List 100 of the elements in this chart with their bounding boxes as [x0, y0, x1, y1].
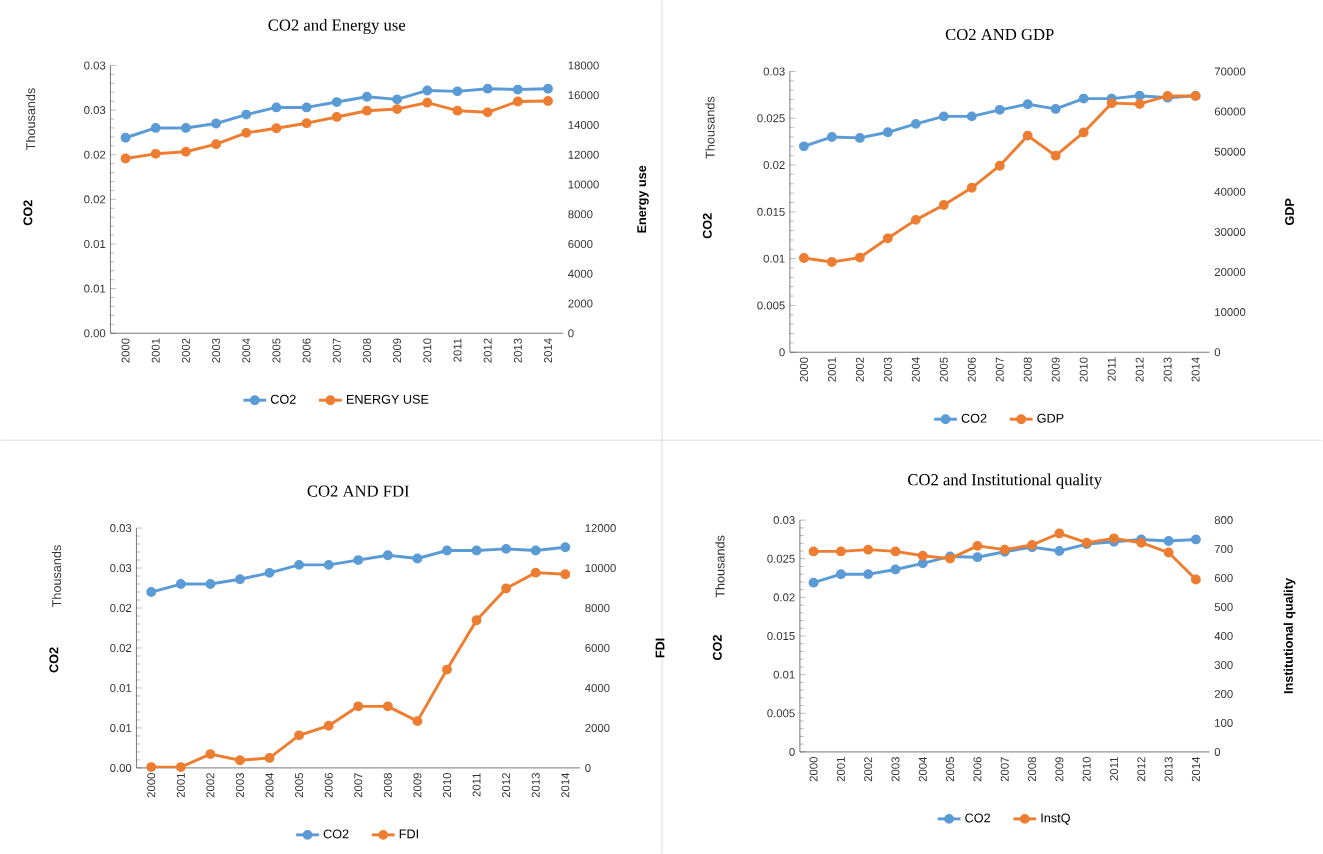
x-tick-label: 2010: [1079, 357, 1088, 382]
x-tick-label: 2012: [1137, 757, 1146, 782]
x-tick-label: 2012: [502, 773, 511, 798]
y-tick-label: 0.01: [110, 683, 132, 692]
y-tick-label: 0.01: [84, 239, 106, 248]
y-tick-label: 0.03: [84, 105, 106, 114]
y-tick-label: 0.005: [757, 301, 785, 310]
chart-title: CO2 and Institutional quality: [908, 473, 1103, 489]
x-tick-label: 2014: [544, 338, 552, 363]
y-tick-label: 0: [779, 348, 785, 357]
legend-label: ENERGY USE: [347, 394, 429, 404]
y2-tick-label: 20000: [1214, 267, 1246, 276]
y2-tick-label: 600: [1214, 573, 1233, 582]
legend-label: FDI: [399, 829, 418, 839]
x-tick-label: 2007: [354, 773, 363, 798]
text: Thousands: [51, 545, 62, 607]
y-tick-label: 0.025: [767, 554, 795, 563]
y2-tick-label: 12000: [568, 150, 599, 159]
x-tick-label: 2006: [324, 772, 333, 798]
x-tick-label: 2012: [1135, 357, 1144, 382]
y-tick-label: 0.02: [84, 195, 106, 204]
y-tick-label: 0.015: [757, 207, 785, 216]
x-tick-label: 2007: [1000, 757, 1009, 782]
x-tick-label: 2002: [181, 338, 190, 363]
x-tick-label: 2004: [265, 772, 274, 798]
x-tick-label: 2003: [891, 756, 900, 782]
y2-tick-label: 2000: [585, 723, 610, 732]
x-tick-label: 2005: [939, 357, 948, 382]
y2-tick-label: 100: [1215, 718, 1233, 727]
x-tick-label: 2006: [967, 357, 976, 382]
y2-tick-label: 500: [1214, 602, 1233, 611]
x-tick-label: 2009: [393, 338, 402, 363]
y-tick-label: 0.01: [763, 254, 785, 263]
x-tick-label: 2013: [531, 772, 540, 798]
y-tick-label: 0.03: [110, 523, 132, 532]
y-tick-label: 0.03: [763, 67, 785, 76]
x-tick-label: 2005: [946, 756, 955, 782]
y2-tick-label: 10000: [568, 180, 599, 189]
y2-tick-label: 4000: [568, 269, 593, 278]
legend-label: CO2: [961, 413, 987, 423]
y2-tick-label: 10000: [1215, 307, 1246, 316]
y-tick-label: 0.01: [773, 670, 795, 679]
y2-tick-label: 60000: [1214, 107, 1246, 116]
y2-tick-label: 10000: [585, 563, 616, 572]
x-tick-label: 2007: [995, 357, 1004, 382]
x-tick-label: 2006: [302, 338, 311, 363]
text: Thousands: [705, 96, 715, 159]
text: Thousands: [715, 535, 725, 598]
x-tick-label: 2003: [235, 772, 244, 798]
x-tick-label: 2002: [206, 773, 215, 798]
y2-axis-title: FDI: [655, 638, 665, 658]
x-tick-label: 2009: [413, 772, 422, 798]
y2-tick-label: 8000: [568, 210, 593, 219]
y-tick-label: 0.03: [773, 515, 795, 524]
x-tick-label: 2000: [147, 772, 156, 798]
x-tick-label: 2008: [383, 772, 392, 798]
x-tick-label: 2011: [453, 338, 462, 362]
y2-tick-label: 800: [1214, 515, 1233, 524]
x-tick-label: 2004: [918, 756, 927, 782]
x-tick-label: 2008: [1028, 756, 1037, 782]
y2-tick-label: 40000: [1214, 187, 1246, 196]
y-tick-label: 0.02: [110, 643, 132, 652]
x-tick-label: 2014: [1191, 357, 1200, 382]
x-tick-label: 2001: [151, 338, 160, 363]
x-tick-label: 2001: [836, 757, 845, 782]
legend-label: GDP: [1037, 413, 1064, 423]
x-tick-label: 2001: [176, 772, 185, 798]
x-tick-label: 2004: [242, 338, 251, 363]
y2-tick-label: 6000: [585, 643, 610, 652]
x-tick-label: 2005: [272, 338, 281, 363]
y-tick-label: 0.015: [767, 631, 795, 640]
y2-tick-label: 400: [1214, 631, 1233, 640]
y2-axis-title: GDP: [1285, 198, 1294, 225]
y-axis-title: CO2: [702, 213, 712, 239]
y-tick-label: 0.02: [84, 150, 106, 159]
x-tick-label: 2011: [1107, 357, 1116, 381]
x-tick-label: 2011: [472, 772, 481, 797]
y-tick-label: 0: [789, 747, 795, 756]
y-tick-label: 0.02: [763, 160, 785, 169]
x-tick-label: 2013: [1164, 756, 1173, 782]
y2-tick-label: 0: [1214, 747, 1221, 756]
x-tick-label: 2003: [883, 357, 892, 382]
x-tick-label: 2010: [1082, 756, 1091, 782]
chart-title: CO2 AND GDP: [945, 28, 1054, 40]
x-tick-label: 2000: [809, 756, 818, 782]
y2-tick-label: 14000: [568, 120, 599, 129]
y2-tick-label: 70000: [1214, 67, 1246, 76]
y-tick-label: 0.01: [84, 284, 106, 293]
y-tick-label: 0.005: [767, 709, 795, 718]
x-tick-label: 2008: [1023, 357, 1032, 382]
y2-tick-label: 18000: [568, 61, 599, 70]
x-tick-label: 2010: [442, 772, 451, 798]
x-tick-label: 2004: [911, 357, 920, 382]
x-tick-label: 2008: [362, 338, 371, 363]
y-tick-label: 0.03: [110, 563, 132, 572]
y2-tick-label: 300: [1214, 660, 1233, 669]
y2-tick-label: 12000: [585, 523, 616, 532]
x-tick-label: 2007: [332, 338, 341, 363]
text: Thousands: [25, 88, 36, 150]
y2-tick-label: 16000: [568, 91, 599, 100]
